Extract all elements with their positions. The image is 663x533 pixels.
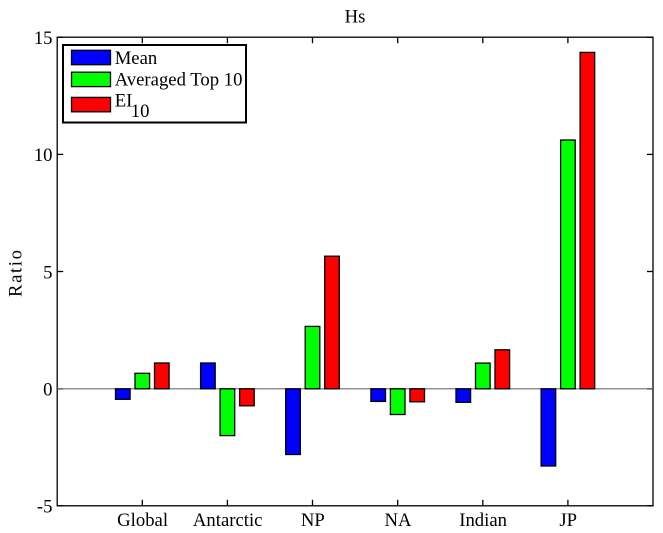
svg-text:NA: NA [385,510,412,531]
svg-text:5: 5 [43,262,52,283]
svg-text:Mean: Mean [115,48,158,69]
svg-text:JP: JP [559,510,577,531]
svg-text:Indian: Indian [459,510,507,531]
svg-text:15: 15 [34,28,53,49]
svg-text:10: 10 [34,145,53,166]
svg-text:Antarctic: Antarctic [193,510,263,531]
svg-text:EI: EI [115,90,133,111]
svg-text:NP: NP [301,510,325,531]
svg-text:Ratio: Ratio [6,248,27,297]
svg-text:Global: Global [117,510,168,531]
svg-text:10: 10 [131,101,150,122]
svg-text:-5: -5 [37,497,53,518]
svg-text:Hs: Hs [345,7,366,28]
svg-text:Averaged Top 10: Averaged Top 10 [115,70,243,91]
svg-text:0: 0 [43,380,52,401]
